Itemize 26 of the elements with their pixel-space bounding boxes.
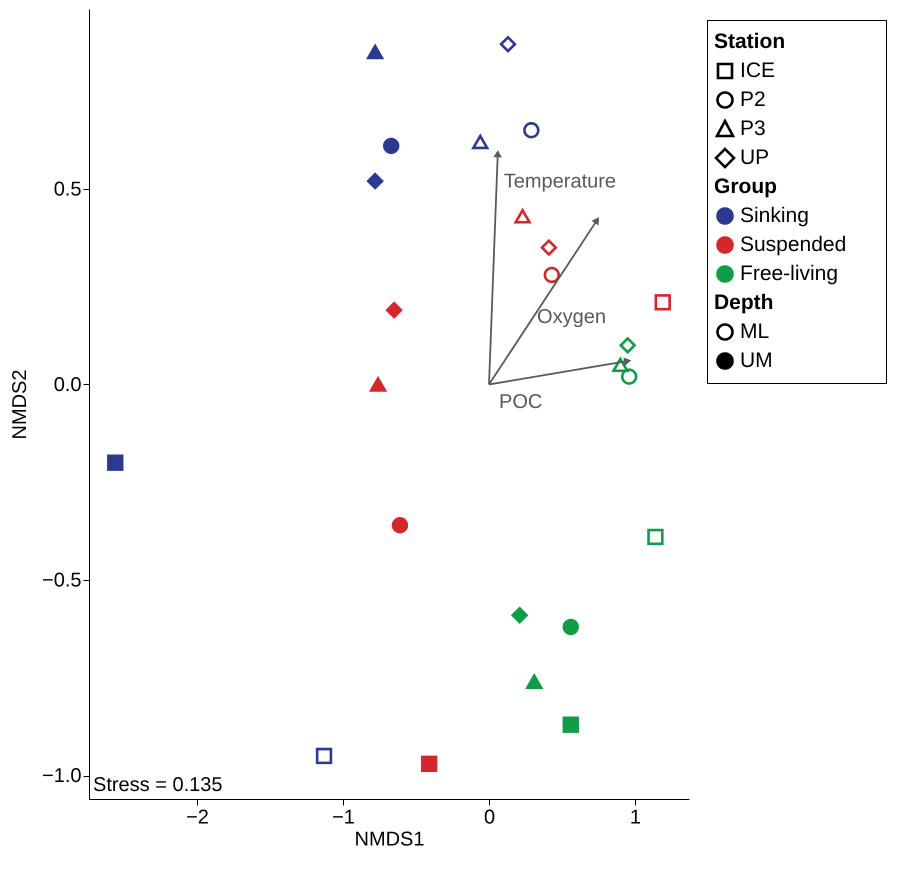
- text: UP: [740, 145, 770, 171]
- text: Depth: [714, 290, 774, 316]
- text: Station: [714, 29, 786, 55]
- legend-label: Free-living: [740, 261, 838, 287]
- legend-label: Sinking: [740, 203, 809, 229]
- text: P3: [740, 116, 766, 142]
- y-tick-label: −1.0: [42, 765, 82, 788]
- series-label: POC: [499, 390, 542, 413]
- x-tick-label: 0: [484, 806, 496, 828]
- text: UM: [740, 348, 773, 374]
- x-tick-label: −1: [332, 806, 355, 828]
- x-tick-label: −2: [186, 806, 209, 828]
- series-label: Oxygen: [537, 306, 606, 328]
- text: ICE: [740, 58, 776, 84]
- text: ML: [740, 319, 770, 345]
- series-label: Temperature: [504, 170, 616, 193]
- y-axis-title: NMDS2: [9, 369, 32, 440]
- x-tick-label: 1: [630, 806, 642, 828]
- legend-label: Suspended: [740, 232, 846, 258]
- annotation: Stress = 0.135: [93, 774, 223, 796]
- legend-title: Group: [714, 174, 778, 200]
- y-tick-label: 0.5: [54, 178, 82, 200]
- text: P2: [740, 87, 766, 113]
- x-axis-title: NMDS1: [354, 828, 425, 850]
- y-tick-label: −0.5: [42, 569, 82, 592]
- y-tick-label: 0.0: [54, 374, 82, 396]
